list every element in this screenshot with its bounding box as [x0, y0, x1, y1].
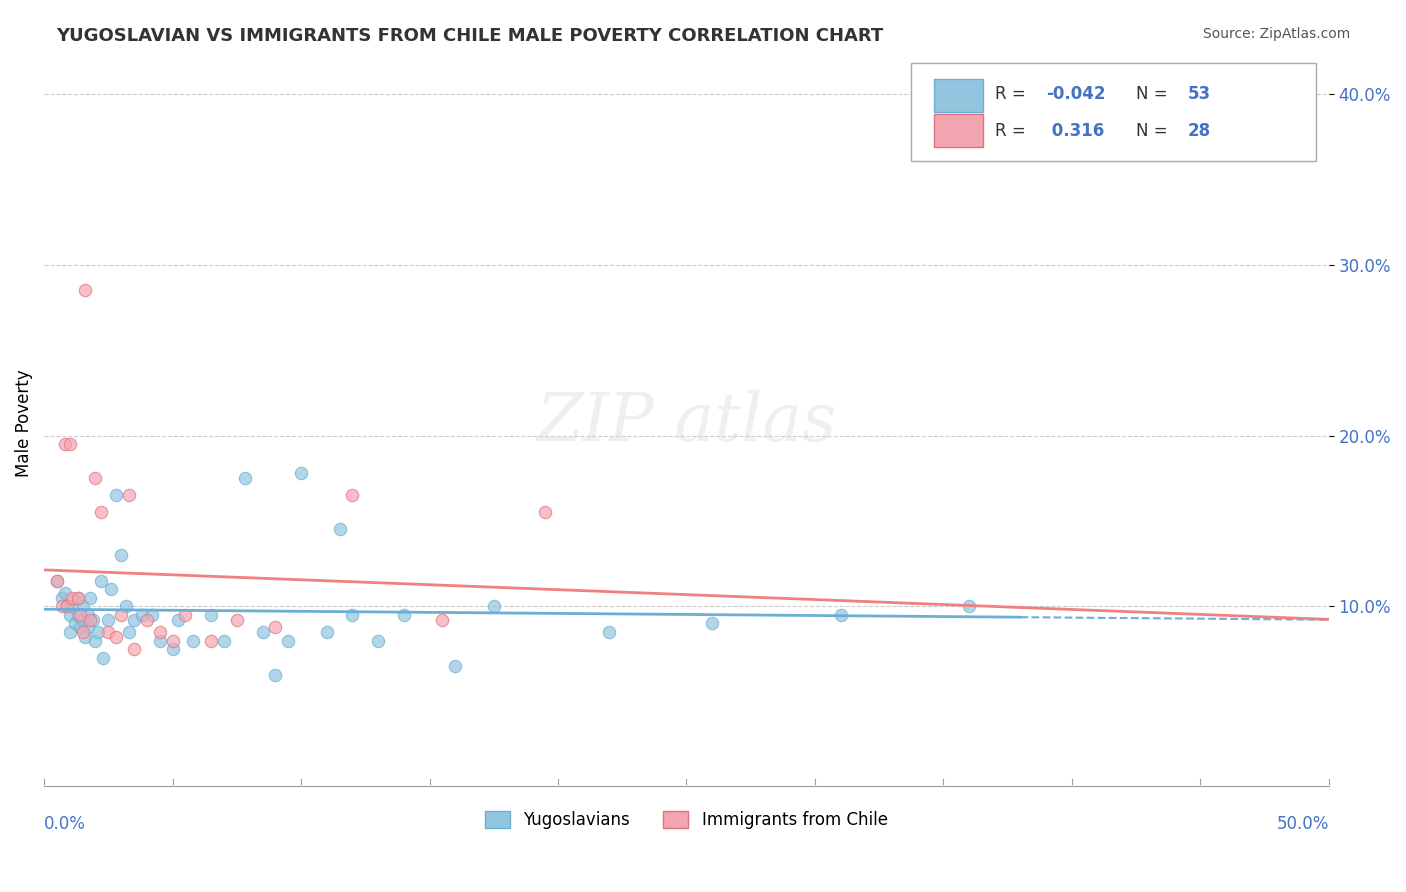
- Point: [60, 599, 83, 614]
- Point: [252, 625, 274, 640]
- Point: [72, 599, 94, 614]
- Point: [69, 620, 91, 634]
- Point: [432, 613, 454, 627]
- Point: [69, 607, 91, 622]
- Point: [166, 613, 188, 627]
- Text: N =: N =: [1136, 122, 1173, 140]
- Point: [110, 607, 132, 622]
- Point: [79, 613, 101, 627]
- Point: [149, 625, 172, 640]
- Point: [46, 574, 69, 588]
- Point: [75, 630, 97, 644]
- Point: [141, 607, 163, 622]
- Point: [59, 437, 82, 451]
- Point: [91, 650, 114, 665]
- Text: 28: 28: [1188, 122, 1211, 140]
- Point: [329, 523, 352, 537]
- Point: [75, 283, 97, 297]
- Point: [200, 607, 222, 622]
- Point: [135, 613, 157, 627]
- Point: [342, 488, 364, 502]
- Point: [56, 599, 79, 614]
- Point: [957, 599, 980, 614]
- Point: [225, 613, 247, 627]
- Point: [76, 620, 98, 634]
- Point: [110, 548, 132, 562]
- Point: [66, 591, 89, 605]
- Point: [60, 591, 83, 605]
- Point: [84, 633, 107, 648]
- Point: [131, 607, 153, 622]
- FancyBboxPatch shape: [935, 114, 983, 147]
- Point: [72, 613, 94, 627]
- Text: 53: 53: [1188, 86, 1211, 103]
- Text: -0.042: -0.042: [1046, 86, 1105, 103]
- Text: R =: R =: [995, 86, 1031, 103]
- Point: [63, 616, 86, 631]
- Point: [76, 607, 98, 622]
- Text: R =: R =: [995, 122, 1031, 140]
- Point: [105, 488, 128, 502]
- Point: [174, 607, 197, 622]
- Point: [66, 591, 89, 605]
- Point: [598, 625, 620, 640]
- Point: [162, 642, 184, 657]
- Point: [56, 599, 79, 614]
- Point: [367, 633, 389, 648]
- Text: 50.0%: 50.0%: [1277, 814, 1329, 833]
- Legend: Yugoslavians, Immigrants from Chile: Yugoslavians, Immigrants from Chile: [478, 804, 894, 836]
- Point: [200, 633, 222, 648]
- Point: [290, 466, 312, 480]
- Y-axis label: Male Poverty: Male Poverty: [15, 369, 32, 476]
- Point: [53, 437, 76, 451]
- Point: [392, 607, 415, 622]
- Point: [162, 633, 184, 648]
- FancyBboxPatch shape: [935, 79, 983, 112]
- Point: [264, 620, 287, 634]
- Point: [122, 613, 145, 627]
- Text: ZIP atlas: ZIP atlas: [536, 390, 837, 455]
- FancyBboxPatch shape: [911, 63, 1316, 161]
- Point: [53, 585, 76, 599]
- Point: [482, 599, 505, 614]
- Text: 0.316: 0.316: [1046, 122, 1104, 140]
- Point: [79, 591, 101, 605]
- Point: [444, 659, 467, 673]
- Point: [264, 667, 287, 681]
- Point: [212, 633, 235, 648]
- Text: Source: ZipAtlas.com: Source: ZipAtlas.com: [1202, 27, 1350, 41]
- Point: [46, 574, 69, 588]
- Text: 0.0%: 0.0%: [44, 814, 86, 833]
- Point: [90, 505, 112, 519]
- Point: [118, 625, 141, 640]
- Point: [66, 607, 89, 622]
- Point: [122, 642, 145, 657]
- Point: [233, 471, 256, 485]
- Point: [118, 488, 141, 502]
- Point: [97, 625, 120, 640]
- Point: [700, 616, 723, 631]
- Point: [115, 599, 138, 614]
- Point: [97, 613, 120, 627]
- Point: [72, 625, 94, 640]
- Point: [181, 633, 204, 648]
- Text: YUGOSLAVIAN VS IMMIGRANTS FROM CHILE MALE POVERTY CORRELATION CHART: YUGOSLAVIAN VS IMMIGRANTS FROM CHILE MAL…: [56, 27, 883, 45]
- Point: [342, 607, 364, 622]
- Point: [51, 591, 73, 605]
- Point: [59, 607, 82, 622]
- Point: [149, 633, 172, 648]
- Point: [277, 633, 299, 648]
- Point: [100, 582, 122, 597]
- Point: [84, 471, 107, 485]
- Point: [59, 625, 82, 640]
- Point: [51, 599, 73, 614]
- Point: [82, 613, 104, 627]
- Point: [90, 574, 112, 588]
- Point: [105, 630, 128, 644]
- Text: N =: N =: [1136, 86, 1173, 103]
- Point: [87, 625, 110, 640]
- Point: [534, 505, 557, 519]
- Point: [830, 607, 852, 622]
- Point: [315, 625, 337, 640]
